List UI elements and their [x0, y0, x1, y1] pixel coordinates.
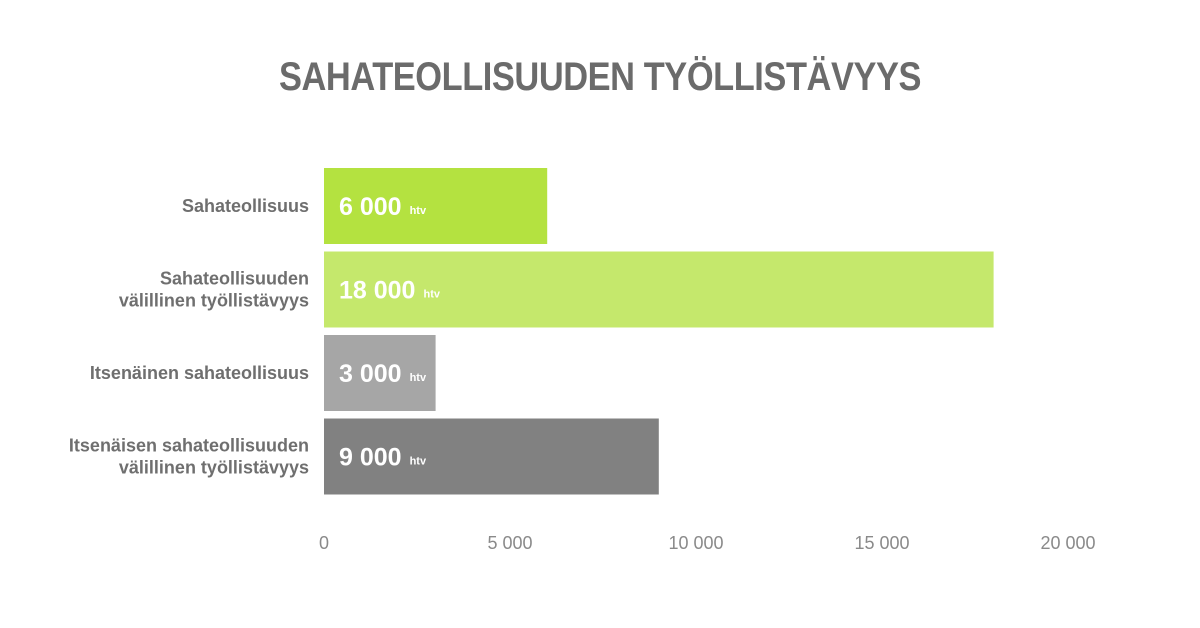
- category-label: välillinen työllistävyys: [119, 458, 309, 478]
- bar-value-label: 3 000: [339, 360, 402, 388]
- bar-value-label: 18 000: [339, 277, 415, 305]
- x-tick-label: 15 000: [854, 533, 909, 553]
- bar: [324, 168, 548, 244]
- category-label: välillinen työllistävyys: [119, 291, 309, 311]
- x-tick-label: 0: [319, 533, 329, 553]
- bar-value-label: 9 000: [339, 444, 402, 472]
- x-tick-label: 10 000: [668, 533, 723, 553]
- category-label: Itsenäinen sahateollisuus: [90, 363, 309, 383]
- bar-unit-label: htv: [423, 289, 440, 301]
- bar-value-label: 6 000: [339, 193, 402, 221]
- bar: [324, 251, 994, 328]
- bar: [324, 418, 659, 495]
- x-tick-label: 5 000: [487, 533, 532, 553]
- bar-unit-label: htv: [410, 205, 427, 217]
- bar-unit-label: htv: [410, 372, 427, 384]
- category-label: Sahateollisuuden: [160, 269, 309, 289]
- chart-title: SAHATEOLLISUUDEN TYÖLLISTÄVYYS: [278, 55, 922, 99]
- category-label: Itsenäisen sahateollisuuden: [69, 436, 309, 456]
- bar-unit-label: htv: [410, 456, 427, 468]
- bar: [324, 335, 436, 411]
- x-tick-label: 20 000: [1040, 533, 1095, 553]
- category-label: Sahateollisuus: [182, 196, 309, 216]
